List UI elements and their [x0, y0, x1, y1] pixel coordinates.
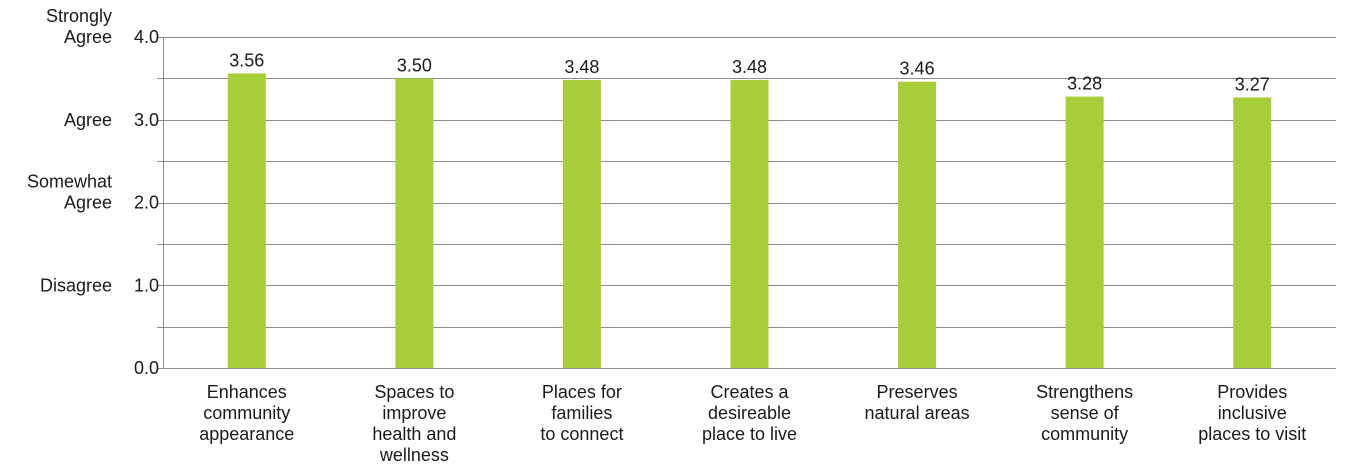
bar-value-label: 3.48: [732, 57, 767, 77]
category-label: Strengthens sense of community: [1036, 382, 1133, 444]
bar: [730, 80, 769, 368]
category-label: Spaces to improve health and wellness: [372, 382, 456, 465]
category-label: Places for families to connect: [540, 382, 623, 444]
y-tick-label: 0.0: [134, 358, 159, 378]
category-label: Enhances community appearance: [199, 382, 294, 444]
y-tick-label: 1.0: [134, 275, 159, 295]
bar: [562, 80, 601, 368]
bar: [395, 78, 434, 368]
bar: [898, 81, 937, 368]
y-tick-label: 2.0: [134, 193, 159, 213]
bar-value-label: 3.56: [229, 50, 264, 70]
bar: [1065, 96, 1104, 368]
scale-label: Somewhat Agree: [27, 172, 112, 213]
scale-label: Strongly Agree: [46, 6, 112, 47]
bar-value-label: 3.50: [397, 55, 432, 75]
bar-value-label: 3.28: [1067, 74, 1102, 94]
category-label: Preserves natural areas: [865, 382, 970, 423]
bar: [227, 73, 266, 368]
y-tick-label: 3.0: [134, 110, 159, 130]
category-label: Provides inclusive places to visit: [1198, 382, 1306, 444]
y-tick-label: 4.0: [134, 27, 159, 47]
bar-value-label: 3.27: [1235, 74, 1270, 94]
scale-label: Agree: [64, 110, 112, 130]
category-label: Creates a desireable place to live: [702, 382, 797, 444]
scale-label: Disagree: [40, 275, 112, 295]
bar-value-label: 3.48: [564, 57, 599, 77]
bar: [1233, 97, 1272, 368]
bar-value-label: 3.46: [900, 59, 935, 79]
